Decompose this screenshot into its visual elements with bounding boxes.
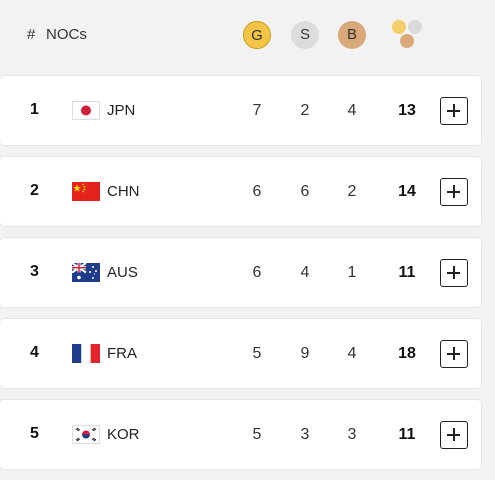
- bronze-count: 2: [347, 183, 357, 200]
- rank-column-header: #: [27, 26, 36, 43]
- bronze-column-header[interactable]: B: [338, 21, 366, 49]
- table-row[interactable]: 3 AUS 6 4 1 11: [0, 238, 481, 307]
- gold-count: 5: [252, 345, 262, 362]
- noc-code: KOR: [107, 426, 140, 443]
- noc-column-header[interactable]: NOCs: [46, 26, 87, 43]
- expand-button[interactable]: [440, 421, 468, 449]
- table-row[interactable]: 2 CHN 6 6 2 14: [0, 157, 481, 226]
- noc-code: AUS: [107, 264, 138, 281]
- total-count: 14: [398, 183, 416, 200]
- total-count: 18: [398, 345, 416, 362]
- silver-count: 9: [300, 345, 310, 362]
- bronze-count: 1: [347, 264, 357, 281]
- table-row[interactable]: 5 KOR 5 3 3 11: [0, 400, 481, 469]
- bronze-count: 4: [347, 345, 357, 362]
- silver-column-header[interactable]: S: [291, 21, 319, 49]
- expand-button[interactable]: [440, 178, 468, 206]
- rank: 2: [30, 182, 39, 199]
- total-count: 11: [398, 426, 416, 443]
- rank: 4: [30, 344, 39, 361]
- expand-button[interactable]: [440, 97, 468, 125]
- australia-flag-icon: [72, 263, 100, 282]
- silver-count: 3: [300, 426, 310, 443]
- silver-count: 6: [300, 183, 310, 200]
- noc-code: FRA: [107, 345, 137, 362]
- table-row[interactable]: 1 JPN 7 2 4 13: [0, 76, 481, 145]
- expand-button[interactable]: [440, 340, 468, 368]
- gold-count: 7: [252, 102, 262, 119]
- total-count: 11: [398, 264, 416, 281]
- rank: 1: [30, 101, 39, 118]
- rank: 3: [30, 263, 39, 280]
- noc-code: CHN: [107, 183, 140, 200]
- gold-count: 5: [252, 426, 262, 443]
- china-flag-icon: [72, 182, 100, 201]
- noc-code: JPN: [107, 102, 136, 119]
- france-flag-icon: [72, 344, 100, 363]
- bronze-count: 4: [347, 102, 357, 119]
- gold-count: 6: [252, 264, 262, 281]
- silver-count: 2: [300, 102, 310, 119]
- japan-flag-icon: [72, 101, 100, 120]
- gold-count: 6: [252, 183, 262, 200]
- total-count: 13: [398, 102, 416, 119]
- expand-button[interactable]: [440, 259, 468, 287]
- korea-flag-icon: [72, 425, 100, 444]
- rank: 5: [30, 425, 39, 442]
- gold-column-header[interactable]: G: [243, 21, 271, 49]
- table-row[interactable]: 4 FRA 5 9 4 18: [0, 319, 481, 388]
- bronze-count: 3: [347, 426, 357, 443]
- medals-total-icon[interactable]: [390, 18, 426, 50]
- silver-count: 4: [300, 264, 310, 281]
- table-header: # NOCs G S B: [0, 0, 495, 70]
